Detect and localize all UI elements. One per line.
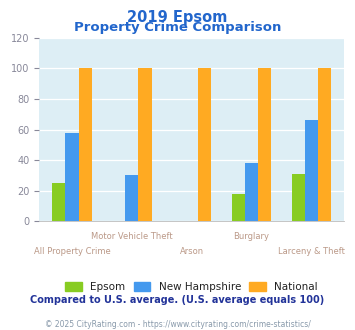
Bar <box>232 194 245 221</box>
Legend: Epsom, New Hampshire, National: Epsom, New Hampshire, National <box>61 278 322 296</box>
Text: All Property Crime: All Property Crime <box>34 247 110 256</box>
Bar <box>65 133 78 221</box>
Bar <box>78 68 92 221</box>
Text: Arson: Arson <box>180 247 204 256</box>
Text: Larceny & Theft: Larceny & Theft <box>278 247 345 256</box>
Text: 2019 Epsom: 2019 Epsom <box>127 10 228 25</box>
Bar <box>52 183 65 221</box>
Bar <box>258 68 271 221</box>
Text: Burglary: Burglary <box>234 232 269 241</box>
Bar <box>138 68 152 221</box>
Bar <box>125 175 138 221</box>
Bar <box>245 163 258 221</box>
Bar <box>198 68 212 221</box>
Bar <box>305 120 318 221</box>
Text: © 2025 CityRating.com - https://www.cityrating.com/crime-statistics/: © 2025 CityRating.com - https://www.city… <box>45 320 310 329</box>
Text: Property Crime Comparison: Property Crime Comparison <box>74 21 281 34</box>
Bar <box>292 174 305 221</box>
Text: Motor Vehicle Theft: Motor Vehicle Theft <box>91 232 173 241</box>
Text: Compared to U.S. average. (U.S. average equals 100): Compared to U.S. average. (U.S. average … <box>31 295 324 305</box>
Bar <box>318 68 331 221</box>
